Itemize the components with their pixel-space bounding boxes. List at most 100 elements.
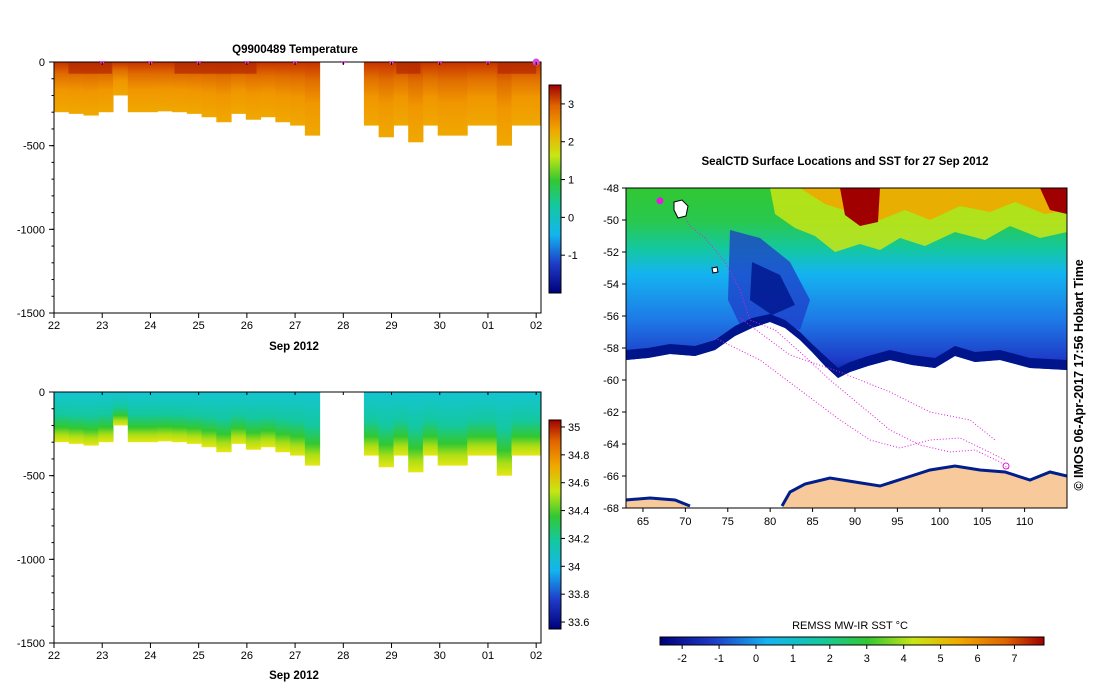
temperature-profile-column bbox=[452, 62, 468, 136]
sst-colorbar-tick-label: 2 bbox=[827, 653, 833, 665]
temperature-profile-column bbox=[304, 62, 321, 136]
current-position-marker bbox=[656, 197, 664, 205]
temperature-columns bbox=[54, 62, 542, 146]
salinity-colorbar-ticks: 35 34.8 34.6 34.4 34.2 34 33.8 33.6 bbox=[561, 422, 589, 629]
salinity-profile-column bbox=[408, 392, 424, 473]
map-x-tick-label: 75 bbox=[722, 516, 734, 528]
salinity-profile-column bbox=[83, 392, 99, 446]
salinity-profile-column bbox=[526, 392, 542, 456]
temperature-profile-column bbox=[83, 62, 99, 116]
seal-track-a bbox=[679, 207, 1011, 471]
temperature-title: Q9900489 Temperature bbox=[232, 44, 358, 56]
colorbar-tick-label: 34.6 bbox=[568, 478, 589, 490]
temperature-plot-frame bbox=[53, 61, 542, 314]
temperature-warm-surface-patch bbox=[497, 62, 537, 74]
x-tick-label: 02 bbox=[530, 320, 542, 332]
sst-colorbar-tick-label: 0 bbox=[753, 653, 759, 665]
track-cluster bbox=[1002, 462, 1010, 470]
salinity-profile-column bbox=[216, 392, 232, 453]
y-tick-label: -1500 bbox=[17, 638, 45, 650]
map-y-tick-label: -60 bbox=[603, 375, 619, 387]
temperature-profile-column bbox=[113, 62, 129, 96]
salinity-panel: 0 -500 -1000 -1500 22 23 24 25 26 27 28 29 30 01 02 S… bbox=[17, 387, 590, 682]
x-tick-label: 22 bbox=[48, 320, 60, 332]
map-y-tick-label: -66 bbox=[603, 471, 619, 483]
x-tick-label: 23 bbox=[96, 320, 108, 332]
x-tick-label: 30 bbox=[434, 320, 446, 332]
salinity-plot-frame bbox=[53, 391, 542, 644]
salinity-profile-column bbox=[378, 392, 394, 468]
sst-hot-spot bbox=[840, 188, 880, 226]
salinity-profile-column bbox=[186, 392, 203, 444]
temperature-profile-column bbox=[172, 62, 188, 113]
temperature-profile-column bbox=[437, 62, 453, 136]
sst-cold-core bbox=[750, 262, 795, 315]
x-tick-label: 27 bbox=[289, 650, 301, 662]
salinity-profile-column bbox=[511, 392, 527, 456]
temperature-panel: Q9900489 Temperature 0-500-1000-1500 22 2… bbox=[17, 44, 578, 353]
salinity-profile-column bbox=[393, 392, 409, 456]
salinity-colorbar bbox=[548, 419, 562, 630]
salinity-x-axis: 22 23 24 25 26 27 28 29 30 01 02 bbox=[48, 392, 542, 662]
temperature-y-axis: 0 -500 -1000 -1500 bbox=[17, 57, 54, 320]
map-x-tick-label: 65 bbox=[637, 516, 649, 528]
temperature-profile-column bbox=[186, 62, 203, 114]
sst-map-x-axis: 65 70 75 80 85 90 95 100 105 110 bbox=[637, 508, 1033, 528]
x-tick-label: 25 bbox=[193, 320, 205, 332]
map-y-tick-label: -62 bbox=[603, 407, 619, 419]
sst-colorbar bbox=[659, 636, 1045, 646]
salinity-profile-column bbox=[467, 392, 483, 456]
temperature-profile-column bbox=[142, 62, 158, 113]
map-y-tick-label: -50 bbox=[603, 215, 619, 227]
x-tick-label: 24 bbox=[144, 320, 156, 332]
salinity-profile-column bbox=[363, 392, 380, 456]
colorbar-tick-label: 33.6 bbox=[568, 617, 589, 629]
colorbar-tick-label: 34 bbox=[568, 561, 580, 573]
temperature-colorbar-ticks: 3 2 1 0 -1 bbox=[561, 99, 578, 262]
colorbar-tick-label: 34.8 bbox=[568, 450, 589, 462]
x-tick-label: 28 bbox=[337, 650, 349, 662]
salinity-profile-column bbox=[290, 392, 306, 456]
sst-colorbar-ticks: -2 -1 0 1 2 3 4 5 6 7 bbox=[677, 645, 1018, 665]
coast-ice-west bbox=[626, 496, 691, 508]
sst-colorbar-tick-label: 4 bbox=[901, 653, 907, 665]
x-tick-label: 26 bbox=[241, 650, 253, 662]
sst-hot-spot-east bbox=[1040, 188, 1067, 214]
sst-colorbar-label: REMSS MW-IR SST °C bbox=[792, 620, 908, 632]
temperature-profile-column bbox=[216, 62, 232, 123]
salinity-profile-column bbox=[172, 392, 188, 443]
heard-island bbox=[711, 266, 719, 274]
map-x-tick-label: 100 bbox=[931, 516, 949, 528]
temperature-profile-column bbox=[481, 62, 498, 126]
y-tick-label: -1500 bbox=[17, 308, 45, 320]
map-x-tick-label: 95 bbox=[891, 516, 903, 528]
y-tick-label: -1000 bbox=[17, 224, 45, 236]
map-y-tick-label: -52 bbox=[603, 247, 619, 259]
salinity-profile-column bbox=[422, 392, 439, 456]
seal-track-b bbox=[714, 337, 1006, 461]
temperature-profile-column bbox=[393, 62, 409, 126]
x-tick-label: 24 bbox=[144, 650, 156, 662]
y-tick-label: -500 bbox=[23, 471, 45, 483]
map-y-tick-label: -56 bbox=[603, 311, 619, 323]
x-tick-label: 30 bbox=[434, 650, 446, 662]
sst-colorbar-tick-label: 7 bbox=[1011, 653, 1017, 665]
sst-colorbar-tick-label: -1 bbox=[714, 653, 724, 665]
sst-ice-edge-band bbox=[626, 314, 1067, 378]
y-tick-label: -500 bbox=[23, 141, 45, 153]
map-x-tick-label: 80 bbox=[764, 516, 776, 528]
map-y-tick-label: -54 bbox=[603, 279, 619, 291]
x-tick-label: 29 bbox=[385, 650, 397, 662]
temperature-colorbar bbox=[548, 84, 562, 294]
salinity-profile-column bbox=[437, 392, 453, 466]
temperature-profile-column bbox=[378, 62, 394, 138]
map-y-tick-label: -48 bbox=[603, 183, 619, 195]
salinity-profile-column bbox=[304, 392, 321, 466]
x-tick-label: 26 bbox=[241, 320, 253, 332]
temperature-profile-column bbox=[408, 62, 424, 143]
seal-track-c bbox=[739, 317, 996, 441]
temperature-profile-column bbox=[157, 62, 173, 112]
x-tick-label: 29 bbox=[385, 320, 397, 332]
map-y-tick-label: -68 bbox=[603, 503, 619, 515]
